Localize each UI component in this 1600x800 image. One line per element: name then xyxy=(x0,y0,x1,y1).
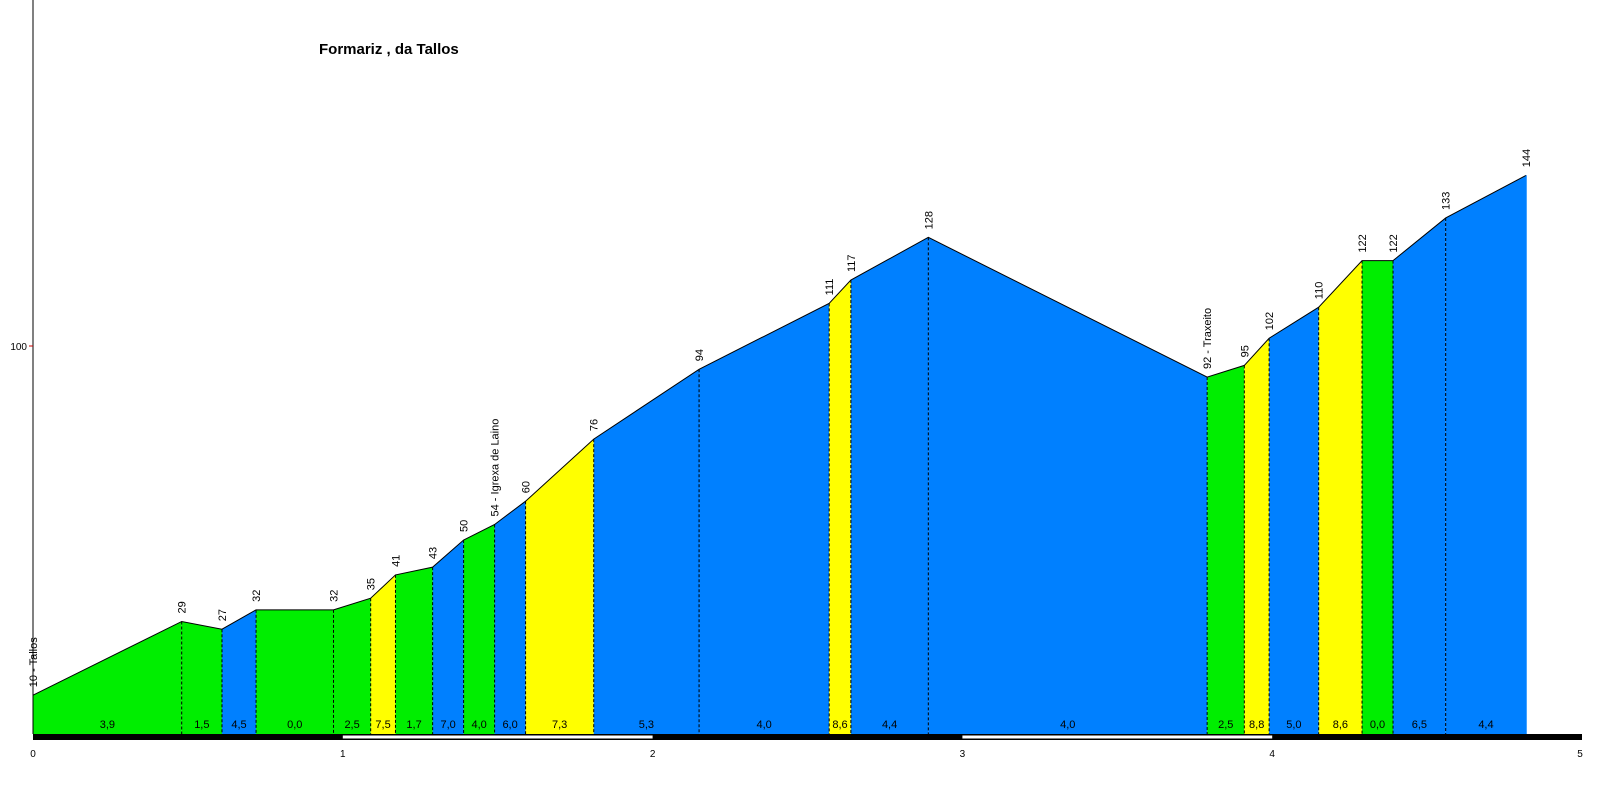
point-label: 32 xyxy=(329,590,341,602)
point-label: 110 xyxy=(1314,282,1326,300)
gradient-label: 7,0 xyxy=(440,719,455,731)
point-label: 94 xyxy=(694,349,706,361)
point-label: 50 xyxy=(459,520,471,532)
profile-segment xyxy=(1318,260,1363,734)
profile-outline xyxy=(32,174,1527,734)
profile-line xyxy=(32,174,1527,696)
point-label: 41 xyxy=(390,555,402,567)
point-label: 29 xyxy=(177,601,189,613)
point-label: 10 - Tallos xyxy=(28,637,40,687)
gradient-label: 4,4 xyxy=(882,719,897,731)
profile-segment xyxy=(370,574,396,734)
point-label: 43 xyxy=(428,547,440,559)
point-label: 35 xyxy=(366,578,378,590)
point-labels: 10 - Tallos 29 27 32 32 35 41 43 50 54 - Igrexa d… xyxy=(28,149,1533,687)
gradient-label: 0,0 xyxy=(287,719,302,731)
point-label: 76 xyxy=(589,419,601,431)
gradient-label: 4,5 xyxy=(231,719,246,731)
x-tick-label: 4 xyxy=(1269,749,1275,760)
point-label: 32 xyxy=(251,590,263,602)
profile-segment xyxy=(1362,260,1394,734)
x-axis-bar-segment xyxy=(342,735,653,739)
gradient-label: 3,9 xyxy=(100,719,115,731)
point-label: 92 - Traxeito xyxy=(1202,308,1214,369)
point-label: 144 xyxy=(1521,149,1533,167)
profile-segment xyxy=(333,598,371,734)
chart-title: Formariz , da Tallos xyxy=(319,41,459,58)
profile-segment xyxy=(829,280,851,734)
gradient-label: 7,5 xyxy=(375,719,390,731)
segment-dividers xyxy=(181,217,1447,734)
point-label: 117 xyxy=(846,254,858,272)
y-tick-label: 100 xyxy=(10,342,27,353)
gradient-label: 4,0 xyxy=(471,719,486,731)
profile-segment xyxy=(1445,175,1527,734)
point-label: 95 xyxy=(1239,345,1251,357)
profile-segment xyxy=(463,524,495,734)
profile-segment xyxy=(850,237,929,735)
gradient-labels: 3,9 1,5 4,5 0,0 2,5 7,5 1,7 7,0 4,0 6,0 7,3 5,3 4,0 8… xyxy=(100,719,1494,731)
profile-segment xyxy=(395,567,433,734)
gradient-label: 6,5 xyxy=(1412,719,1427,731)
profile-segment xyxy=(33,621,182,734)
point-label: 54 - Igrexa de Laino xyxy=(490,419,502,517)
gradient-label: 5,3 xyxy=(639,719,654,731)
gradient-label: 8,8 xyxy=(1249,719,1264,731)
x-tick-label: 5 xyxy=(1577,749,1583,760)
profile-segment xyxy=(928,237,1208,735)
gradient-label: 5,0 xyxy=(1286,719,1301,731)
gradient-label: 1,5 xyxy=(194,719,209,731)
gradient-label: 8,6 xyxy=(832,719,847,731)
profile-segment xyxy=(525,439,594,734)
point-label: 133 xyxy=(1441,192,1453,210)
point-label: 27 xyxy=(217,609,229,621)
axes: 100 0 1 2 3 4 5 xyxy=(10,0,1583,760)
profile-segment xyxy=(699,303,830,734)
point-label: 122 xyxy=(1357,234,1369,252)
segment-fills xyxy=(33,175,1527,735)
profile-segment xyxy=(1269,307,1319,734)
x-tick-label: 1 xyxy=(340,749,346,760)
gradient-label: 7,3 xyxy=(552,719,567,731)
point-label: 111 xyxy=(824,279,836,296)
gradient-label: 4,0 xyxy=(756,719,771,731)
gradient-label: 1,7 xyxy=(406,719,421,731)
x-tick-label: 0 xyxy=(30,749,36,760)
x-axis-bar xyxy=(33,734,1582,740)
profile-segment xyxy=(432,540,464,734)
profile-segment xyxy=(1244,338,1270,734)
x-tick-label: 2 xyxy=(650,749,656,760)
point-label: 102 xyxy=(1264,312,1276,330)
gradient-label: 4,4 xyxy=(1478,719,1493,731)
point-label: 60 xyxy=(521,481,533,493)
profile-segment xyxy=(1393,217,1446,734)
profile-segment xyxy=(221,609,257,734)
gradient-label: 6,0 xyxy=(502,719,517,731)
profile-segment xyxy=(1207,365,1245,734)
x-tick-label: 3 xyxy=(960,749,966,760)
profile-segment xyxy=(593,369,700,734)
gradient-label: 0,0 xyxy=(1370,719,1385,731)
gradient-label: 8,6 xyxy=(1333,719,1348,731)
point-label: 128 xyxy=(923,211,935,229)
gradient-label: 2,5 xyxy=(344,719,359,731)
profile-segment xyxy=(181,621,222,734)
profile-segment xyxy=(256,609,334,734)
gradient-label: 2,5 xyxy=(1218,719,1233,731)
gradient-label: 4,0 xyxy=(1060,719,1075,731)
profile-segment xyxy=(494,501,526,734)
point-label: 122 xyxy=(1388,234,1400,252)
x-axis-bar-segment xyxy=(962,735,1273,739)
